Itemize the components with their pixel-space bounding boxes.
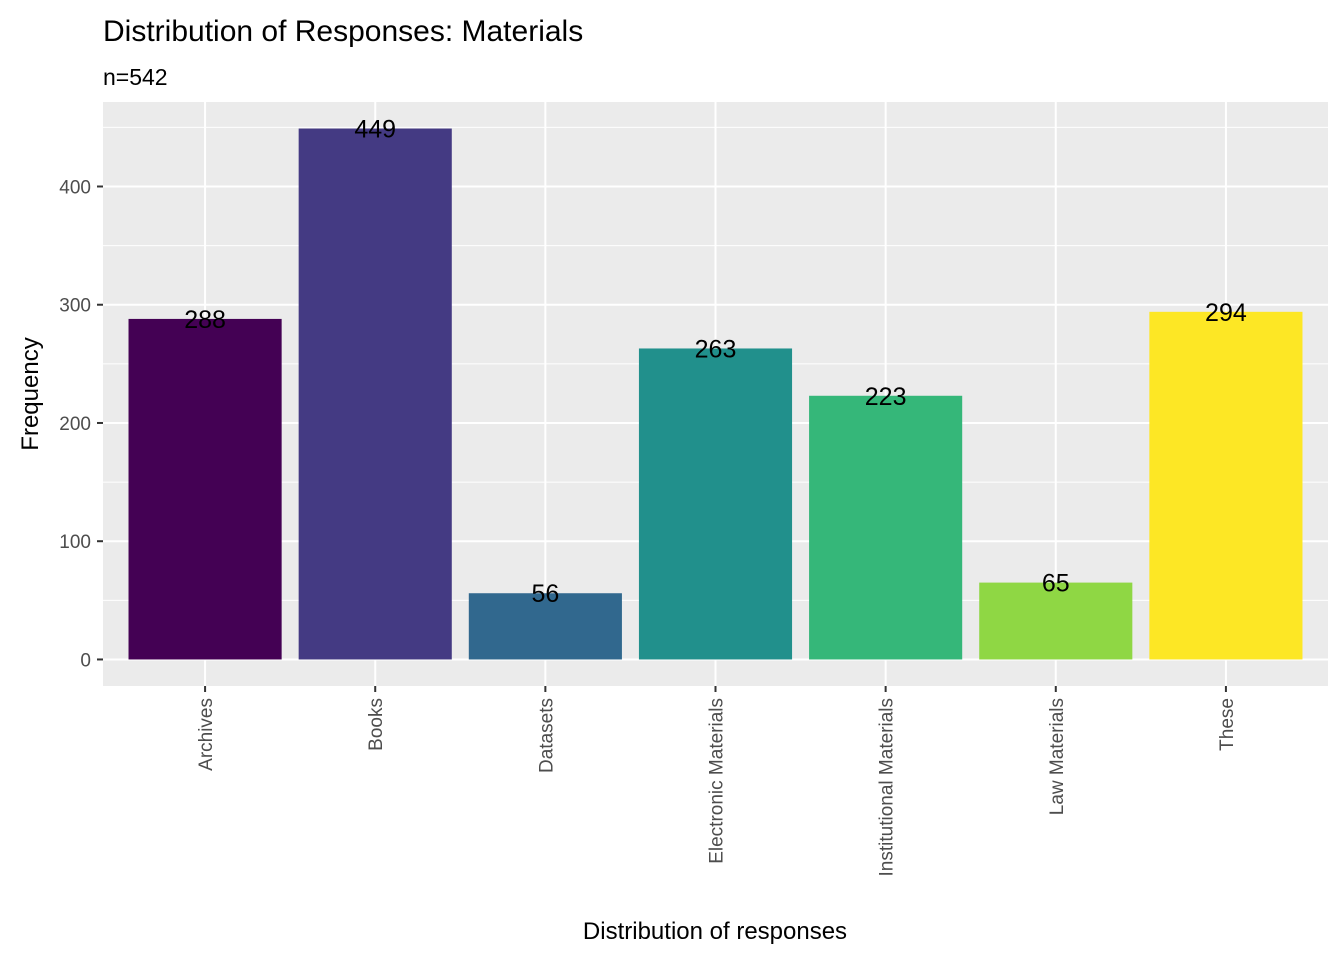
- y-tick-label: 100: [59, 532, 91, 553]
- data-label: 288: [184, 306, 226, 334]
- y-axis-title: Frequency: [17, 337, 44, 450]
- data-label: 263: [695, 335, 737, 363]
- x-tick-label: These: [1217, 698, 1238, 751]
- data-labels: 288 449 56 263 223 65 294: [184, 116, 1247, 609]
- x-tick-label: Archives: [196, 698, 217, 771]
- y-tick-label: 400: [59, 177, 91, 198]
- x-axis: Archives Books Datasets Electronic Material…: [196, 686, 1238, 876]
- x-tick-label: Datasets: [536, 698, 557, 773]
- x-tick-label: Institutional Materials: [877, 698, 898, 876]
- bar-electronic-materials: [638, 348, 793, 660]
- x-tick-label: Books: [366, 698, 387, 751]
- bar-institutional-materials: [809, 395, 963, 660]
- x-tick-label: Law Materials: [1047, 698, 1068, 815]
- bar-datasets: [468, 593, 622, 660]
- chart-subtitle: n=542: [103, 64, 168, 90]
- y-tick-label: 200: [59, 414, 91, 435]
- x-tick-label: Electronic Materials: [707, 698, 728, 864]
- chart-title: Distribution of Responses: Materials: [103, 15, 583, 48]
- data-label: 223: [865, 383, 907, 411]
- bars: [128, 128, 1303, 660]
- y-tick-label: 300: [59, 296, 91, 317]
- data-label: 294: [1205, 299, 1247, 327]
- bar-law-materials: [979, 582, 1133, 660]
- data-label: 65: [1042, 570, 1070, 598]
- bar-archives: [128, 318, 282, 660]
- y-axis: 0 100 200 300 400: [59, 177, 103, 671]
- y-tick-label: 0: [80, 650, 91, 671]
- bar-books: [298, 128, 452, 660]
- x-axis-title: Distribution of responses: [583, 918, 847, 945]
- data-label: 449: [354, 116, 396, 144]
- data-label: 56: [531, 580, 559, 608]
- bar-these: [1149, 311, 1303, 660]
